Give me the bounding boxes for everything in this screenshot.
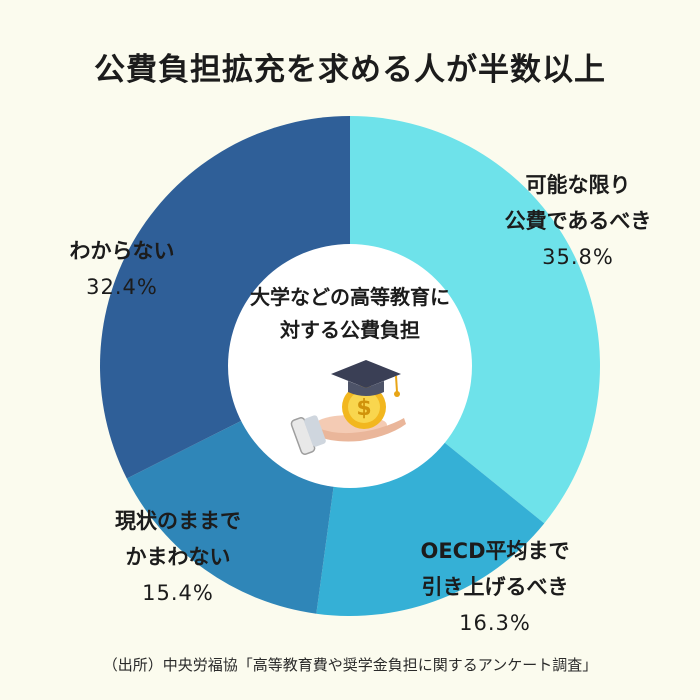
slice-label-1-line-2: 公費であるべき <box>505 209 652 233</box>
slice-value-3: 15.4% <box>142 581 214 605</box>
slice-label-3-line-1: 現状のままで <box>115 509 241 533</box>
chart-title: 公費負担拡充を求める人が半数以上 <box>94 52 606 88</box>
graduation-cap-coin-hand-icon: $ <box>290 360 406 455</box>
svg-text:$: $ <box>356 396 371 421</box>
slice-label-4-line-1: わからない <box>70 239 175 263</box>
donut-slice-1 <box>350 116 600 524</box>
slice-label-2-line-2: 引き上げるべき <box>422 575 569 599</box>
slice-value-4: 32.4% <box>86 275 158 299</box>
slice-value-1: 35.8% <box>542 245 614 269</box>
slice-label-1-line-1: 可能な限り <box>526 173 631 197</box>
center-label-line-1: 大学などの高等教育に <box>250 285 450 309</box>
source-note: （出所）中央労福協「高等教育費や奨学金負担に関するアンケート調査」 <box>102 656 598 674</box>
slice-label-2-line-1: OECD平均まで <box>420 539 569 563</box>
slice-label-3-line-2: かまわない <box>126 545 231 569</box>
center-label-line-2: 対する公費負担 <box>279 318 420 342</box>
donut-hole <box>228 244 472 488</box>
slice-value-2: 16.3% <box>459 611 531 635</box>
